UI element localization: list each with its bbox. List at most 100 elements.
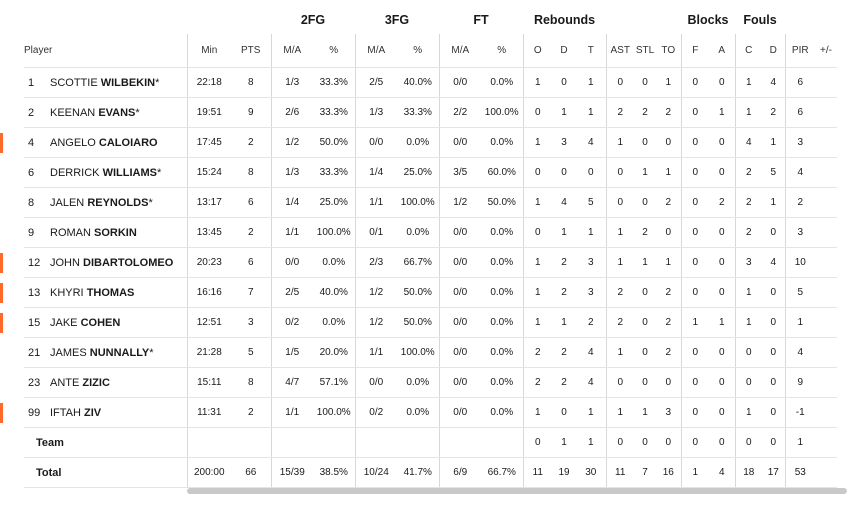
player-cell[interactable]: 12 JOHN DIBARTOLOMEO <box>0 247 188 278</box>
player-cell[interactable]: 13 KHYRI THOMAS <box>0 277 188 308</box>
col-reb-d[interactable]: D <box>552 34 576 68</box>
player-cell[interactable]: 6 DERRICK WILLIAMS* <box>24 157 188 188</box>
player-row[interactable]: 21 JAMES NUNNALLY* 21:28 5 1/5 20.0% 1/1 100.0%… <box>24 337 837 368</box>
stat-reb-d: 0 <box>552 397 576 428</box>
stat-ast: 1 <box>606 217 634 248</box>
stat-ft-pct: 0.0% <box>481 397 524 428</box>
stat-3fg-pct: 33.3% <box>397 97 440 128</box>
col-pts[interactable]: PTS <box>231 34 272 68</box>
team-stl: 0 <box>634 427 656 458</box>
col-player[interactable]: Player <box>24 34 188 68</box>
stat-blk-a: 0 <box>709 367 736 398</box>
stat-3fg-ma: 2/3 <box>355 247 397 278</box>
team-foul-c: 0 <box>735 427 762 458</box>
player-row[interactable]: 4 ANGELO CALOIARO 17:45 2 1/2 50.0% 0/0 0.0% 0/0… <box>0 127 837 158</box>
stat-reb-t: 1 <box>576 97 607 128</box>
col-3fg-pct[interactable]: % <box>397 34 440 68</box>
stat-foul-c: 1 <box>735 277 762 308</box>
stat-pts: 8 <box>231 157 272 188</box>
col-to[interactable]: TO <box>656 34 682 68</box>
col-3fg-ma[interactable]: M/A <box>355 34 397 68</box>
player-row[interactable]: 8 JALEN REYNOLDS* 13:17 6 1/4 25.0% 1/1 100.0% 1… <box>24 187 837 218</box>
player-row[interactable]: 15 JAKE COHEN 12:51 3 0/2 0.0% 1/2 50.0% 0/0 0.0%… <box>0 307 837 338</box>
col-reb-o[interactable]: O <box>523 34 552 68</box>
total-ast: 11 <box>606 457 634 488</box>
stat-reb-d: 2 <box>552 367 576 398</box>
stat-ast: 0 <box>606 367 634 398</box>
col-stl[interactable]: STL <box>634 34 656 68</box>
stat-foul-d: 5 <box>762 157 786 188</box>
stat-plus-minus <box>815 157 837 188</box>
stat-blk-f: 0 <box>681 187 709 218</box>
team-reb-d: 1 <box>552 427 576 458</box>
player-last-name: ZIV <box>84 406 102 419</box>
player-cell[interactable]: 4 ANGELO CALOIARO <box>0 127 188 158</box>
player-cell[interactable]: 1 SCOTTIE WILBEKIN* <box>24 67 188 98</box>
total-ft-pct: 66.7% <box>481 457 524 488</box>
stat-2fg-ma: 2/5 <box>271 277 313 308</box>
stat-3fg-ma: 1/2 <box>355 277 397 308</box>
team-3fg-pct <box>397 427 440 458</box>
player-row[interactable]: 2 KEENAN EVANS* 19:51 9 2/6 33.3% 1/3 33.3% 2/2 1… <box>24 97 837 128</box>
player-row[interactable]: 6 DERRICK WILLIAMS* 15:24 8 1/3 33.3% 1/4 25.0%… <box>24 157 837 188</box>
col-foul-d[interactable]: D <box>762 34 786 68</box>
col-ft-pct[interactable]: % <box>481 34 524 68</box>
stat-stl: 0 <box>634 307 656 338</box>
stat-reb-o: 1 <box>523 127 552 158</box>
stat-to: 1 <box>656 67 682 98</box>
group-rebounds: Rebounds <box>533 13 596 27</box>
player-cell[interactable]: 2 KEENAN EVANS* <box>24 97 188 128</box>
total-2fg-ma: 15/39 <box>271 457 313 488</box>
stat-plus-minus <box>815 187 837 218</box>
player-cell[interactable]: 8 JALEN REYNOLDS* <box>24 187 188 218</box>
player-row[interactable]: 99 IFTAH ZIV 11:31 2 1/1 100.0% 0/2 0.0% 0/0 0.0%… <box>0 397 837 428</box>
col-plus-minus[interactable]: +/- <box>815 34 837 68</box>
col-ft-ma[interactable]: M/A <box>439 34 481 68</box>
player-row[interactable]: 13 KHYRI THOMAS 16:16 7 2/5 40.0% 1/2 50.0% 0/0 0… <box>0 277 837 308</box>
team-2fg-ma <box>271 427 313 458</box>
player-last-name: COHEN <box>80 316 121 329</box>
highlight-marker <box>0 313 3 333</box>
horizontal-scrollbar[interactable] <box>187 488 847 494</box>
player-cell[interactable]: 23 ANTE ZIZIC <box>24 367 188 398</box>
stat-reb-o: 1 <box>523 247 552 278</box>
stat-ast: 0 <box>606 187 634 218</box>
team-ft-pct <box>481 427 524 458</box>
col-blk-f[interactable]: F <box>681 34 709 68</box>
col-reb-t[interactable]: T <box>576 34 607 68</box>
stat-reb-t: 1 <box>576 67 607 98</box>
col-2fg-pct[interactable]: % <box>313 34 356 68</box>
player-cell[interactable]: 9 ROMAN SORKIN <box>24 217 188 248</box>
stat-ft-pct: 0.0% <box>481 67 524 98</box>
col-foul-c[interactable]: C <box>735 34 762 68</box>
player-row[interactable]: 1 SCOTTIE WILBEKIN* 22:18 8 1/3 33.3% 2/5 40.0%… <box>24 67 837 98</box>
stat-3fg-pct: 50.0% <box>397 307 440 338</box>
stat-foul-c: 4 <box>735 127 762 158</box>
col-2fg-ma[interactable]: M/A <box>271 34 313 68</box>
stat-reb-t: 4 <box>576 127 607 158</box>
team-reb-o: 0 <box>523 427 552 458</box>
player-first-name: IFTAH <box>50 406 81 419</box>
player-cell[interactable]: 99 IFTAH ZIV <box>0 397 188 428</box>
player-row[interactable]: 23 ANTE ZIZIC 15:11 8 4/7 57.1% 0/0 0.0% 0/0 0.0%… <box>24 367 837 398</box>
stat-ft-ma: 2/2 <box>439 97 481 128</box>
stat-pir: 4 <box>785 337 815 368</box>
player-row[interactable]: 9 ROMAN SORKIN 13:45 2 1/1 100.0% 0/1 0.0% 0/0 0.… <box>24 217 837 248</box>
col-pir[interactable]: PIR <box>785 34 815 68</box>
stat-pts: 2 <box>231 127 272 158</box>
stat-3fg-pct: 25.0% <box>397 157 440 188</box>
col-min[interactable]: Min <box>187 34 231 68</box>
player-first-name: JAMES <box>50 346 87 359</box>
total-stl: 7 <box>634 457 656 488</box>
col-blk-a[interactable]: A <box>709 34 736 68</box>
player-row[interactable]: 12 JOHN DIBARTOLOMEO 20:23 6 0/0 0.0% 2/3 66.7%… <box>0 247 837 278</box>
highlight-marker <box>0 253 3 273</box>
stat-foul-d: 0 <box>762 337 786 368</box>
total-blk-f: 1 <box>681 457 709 488</box>
player-cell[interactable]: 21 JAMES NUNNALLY* <box>24 337 188 368</box>
col-ast[interactable]: AST <box>606 34 634 68</box>
player-cell[interactable]: 15 JAKE COHEN <box>0 307 188 338</box>
total-plus-minus <box>815 457 837 488</box>
total-min: 200:00 <box>187 457 231 488</box>
stat-ast: 1 <box>606 337 634 368</box>
